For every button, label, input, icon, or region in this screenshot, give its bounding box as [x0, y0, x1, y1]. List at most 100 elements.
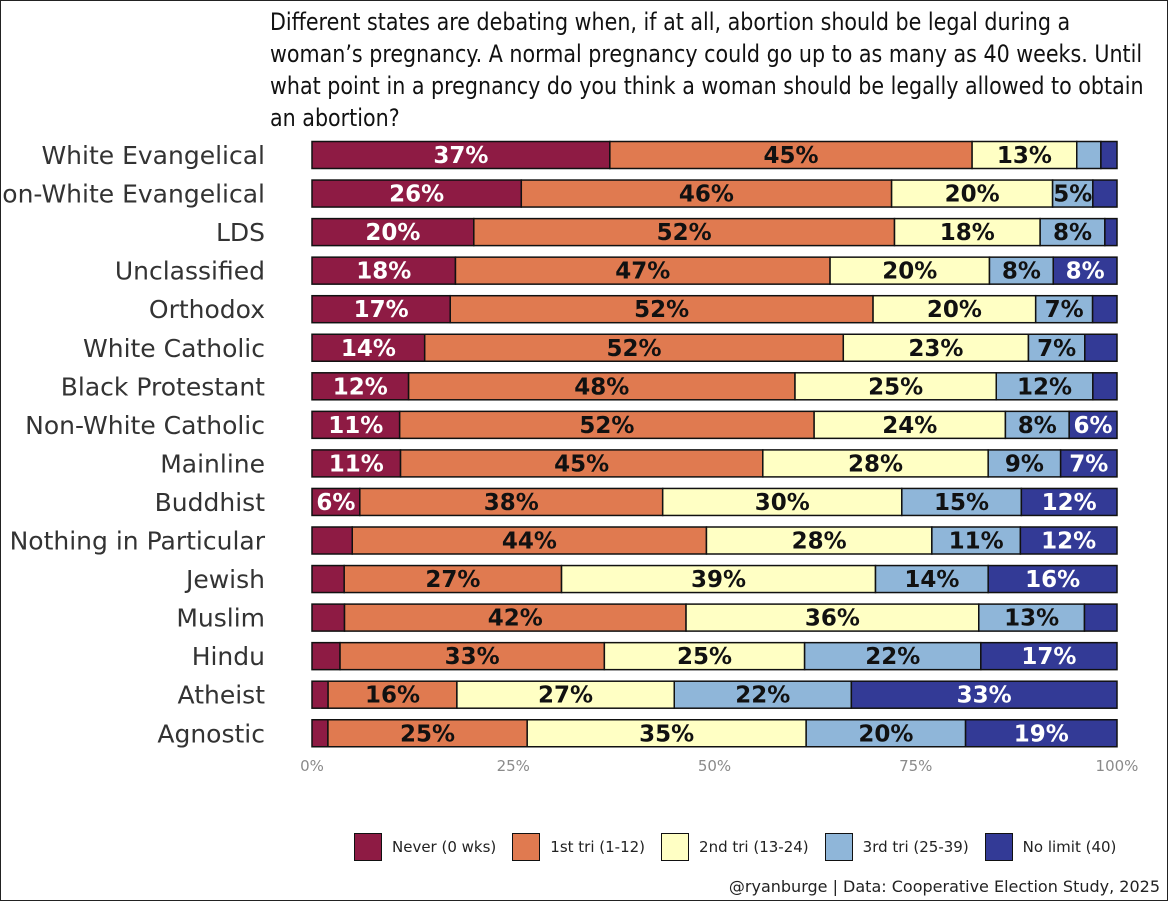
bar-segment [1091, 294, 1118, 324]
data-label: 25% [677, 644, 732, 670]
data-label: 52% [657, 220, 712, 246]
bar-segment [813, 410, 1007, 440]
data-label: 42% [488, 606, 543, 632]
data-label: 52% [579, 413, 634, 439]
bar-segment [1004, 410, 1070, 440]
legend-label: 2nd tri (13-24) [699, 838, 809, 856]
data-label: 19% [1014, 721, 1069, 747]
data-label: 52% [606, 336, 661, 362]
bar-segment [343, 603, 687, 632]
bar-segment [988, 256, 1054, 285]
bar-segment [311, 680, 329, 709]
bar-segment [339, 641, 606, 671]
data-label: 20% [365, 220, 420, 246]
data-label: 7% [1037, 336, 1076, 362]
data-label: 38% [484, 490, 539, 516]
data-label: 33% [445, 644, 500, 670]
bar-segment [311, 372, 410, 401]
category-label: Agnostic [157, 719, 265, 748]
category-label: Muslim [176, 604, 265, 633]
data-label: 46% [679, 182, 734, 208]
bar-segment [311, 140, 611, 170]
x-tick-label: 100% [1096, 757, 1139, 775]
data-label: 5% [1053, 182, 1092, 208]
category-label: Unclassified [115, 257, 265, 286]
bar-segment [1019, 526, 1118, 555]
data-label: 25% [868, 374, 923, 400]
data-label: 39% [691, 567, 746, 593]
data-label: 12% [1017, 374, 1072, 400]
data-label: 9% [1005, 451, 1044, 477]
bar-segment [311, 487, 361, 517]
bar-segment [311, 256, 457, 285]
bar-segment [311, 410, 401, 440]
data-label: 26% [389, 182, 444, 208]
legend-item: Never (0 wks) [354, 833, 496, 861]
category-label: Non-White Catholic [25, 411, 265, 440]
bar-segment [829, 256, 991, 285]
legend-label: No limit (40) [1022, 838, 1117, 856]
bar-segment [311, 179, 523, 208]
bar-segment [520, 179, 893, 208]
bar-segment [456, 680, 675, 709]
data-label: 18% [940, 220, 995, 246]
category-label: White Evangelical [41, 141, 265, 170]
category-label: LDS [216, 218, 265, 247]
data-label: 16% [365, 683, 420, 709]
data-label: 8% [1066, 259, 1105, 285]
bar-segment [1083, 603, 1118, 632]
data-label: 17% [1021, 644, 1076, 670]
legend-swatch [661, 833, 690, 861]
bar-segment [399, 449, 764, 478]
chart-title: Different states are debating when, if a… [270, 8, 1144, 132]
bar-segment [931, 526, 1022, 555]
data-label: 8% [1053, 220, 1092, 246]
legend-swatch [824, 833, 853, 861]
category-label: Mainline [160, 449, 265, 478]
data-label: 52% [634, 297, 689, 323]
data-label: 17% [354, 297, 409, 323]
data-label: 36% [805, 606, 860, 632]
legend: Never (0 wks) 1st tri (1-12) 2nd tri (13-2… [354, 832, 1132, 862]
legend-item: 1st tri (1-12) [512, 833, 645, 861]
legend-label: 1st tri (1-12) [550, 838, 646, 856]
bar-segment [971, 140, 1078, 170]
bar-segment [1068, 410, 1118, 440]
x-tick-label: 0% [300, 757, 324, 775]
data-label: 8% [1002, 259, 1041, 285]
category-label: Atheist [178, 681, 266, 710]
bar-segment [705, 526, 933, 555]
category-label: Jewish [184, 565, 265, 594]
credit-line: @ryanburge | Data: Cooperative Election … [728, 877, 1160, 896]
bar-segment [1020, 487, 1118, 517]
data-label: 14% [904, 567, 959, 593]
data-label: 18% [356, 259, 411, 285]
data-label: 6% [1074, 413, 1113, 439]
category-label: White Catholic [83, 334, 265, 363]
bar-segment [1076, 140, 1102, 170]
data-label: 16% [1025, 567, 1080, 593]
bar-segment [603, 641, 806, 671]
x-tick-label: 50% [698, 757, 731, 775]
data-label: 14% [341, 336, 396, 362]
bar-segment [1027, 333, 1086, 362]
bar-segment [311, 603, 346, 632]
bar-segment [311, 641, 341, 671]
data-label: 30% [755, 490, 810, 516]
data-label: 12% [1041, 529, 1096, 555]
category-label: Orthodox [149, 295, 265, 324]
data-label: 7% [1045, 297, 1084, 323]
data-label: 22% [735, 683, 790, 709]
bar-segment [311, 294, 451, 324]
data-label: 44% [502, 529, 557, 555]
data-label: 11% [328, 413, 383, 439]
data-label: 11% [329, 451, 384, 477]
data-label: 8% [1018, 413, 1057, 439]
data-label: 28% [792, 529, 847, 555]
data-label: 20% [945, 182, 1000, 208]
category-label: Nothing in Particular [10, 527, 266, 556]
data-label: 35% [639, 721, 694, 747]
data-label: 13% [1004, 606, 1059, 632]
bar-segment [311, 333, 426, 362]
bar-segment [423, 333, 845, 362]
